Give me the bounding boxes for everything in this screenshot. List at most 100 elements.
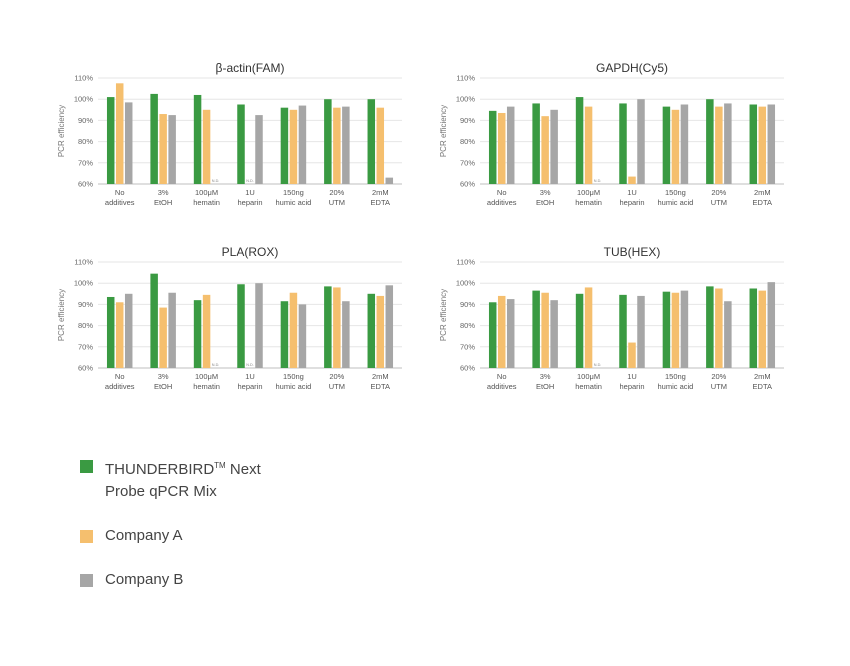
bar (488, 302, 497, 368)
bar (115, 83, 124, 184)
nd-annotation: N.D. (246, 363, 254, 367)
x-tick-label: heparin (237, 198, 262, 207)
x-tick-label: 2mM (754, 372, 771, 381)
y-tick-label: 60% (78, 180, 93, 189)
nd-annotation: N.D. (246, 179, 254, 183)
x-tick-label: additives (105, 382, 135, 391)
x-tick-label: EDTA (753, 198, 772, 207)
bar (506, 299, 515, 368)
bar (324, 99, 332, 184)
bar (202, 294, 211, 368)
x-tick-label: humic acid (275, 198, 311, 207)
x-tick-label: 100μM (195, 188, 218, 197)
bar (342, 106, 350, 184)
bar (159, 307, 167, 368)
x-tick-label: No (497, 372, 507, 381)
nd-annotation: N.D. (594, 179, 602, 183)
x-tick-label: 1U (627, 188, 637, 197)
bar (333, 107, 341, 184)
bar (767, 282, 776, 368)
x-tick-label: 20% (711, 188, 726, 197)
y-tick-label: 70% (460, 342, 475, 351)
y-axis-label: PCR efficiency (439, 289, 448, 341)
bar (298, 105, 307, 184)
legend-thunderbird-next: Next (225, 461, 261, 478)
bar (255, 115, 263, 184)
bar (619, 103, 627, 184)
y-tick-label: 60% (78, 364, 93, 373)
x-tick-label: EtOH (154, 198, 172, 207)
bar (758, 290, 767, 368)
bar (193, 300, 202, 368)
bar (758, 106, 767, 184)
bar (541, 292, 549, 368)
x-tick-label: additives (487, 382, 517, 391)
x-tick-label: UTM (329, 382, 345, 391)
bar (584, 287, 593, 368)
bar (706, 99, 714, 184)
y-tick-label: 110% (456, 74, 475, 83)
x-tick-label: 20% (329, 372, 344, 381)
bar (298, 304, 307, 368)
bar (506, 106, 515, 184)
x-tick-label: heparin (619, 198, 644, 207)
bar (367, 293, 376, 368)
chart-tub: TUB(HEX) PCR efficiency 60% 70% 80% 90% 100% 11… (439, 245, 784, 391)
bar (584, 106, 593, 184)
bar (628, 176, 636, 184)
y-tick-label: 70% (78, 342, 93, 351)
chart-beta-actin: β-actin(FAM) PCR efficiency 60% 70% 80% 90% 10… (57, 61, 402, 207)
bar (124, 102, 133, 184)
y-tick-label: 110% (456, 258, 475, 267)
bar (662, 106, 671, 184)
x-tick-label: 1U (245, 188, 255, 197)
bar (106, 97, 115, 184)
x-tick-label: 3% (158, 188, 169, 197)
y-tick-label: 60% (460, 180, 475, 189)
chart-title: GAPDH(Cy5) (596, 61, 668, 75)
y-axis-label: PCR efficiency (57, 105, 66, 157)
x-tick-label: 1U (627, 372, 637, 381)
bar (619, 294, 627, 368)
y-tick-label: 100% (74, 279, 94, 288)
y-tick-label: 90% (78, 300, 93, 309)
bar (385, 285, 394, 368)
x-tick-label: 100μM (577, 372, 600, 381)
x-tick-label: EtOH (154, 382, 172, 391)
bar (662, 291, 671, 368)
nd-annotation: N.D. (212, 179, 220, 183)
x-tick-label: 100μM (577, 188, 600, 197)
x-tick-label: humic acid (275, 382, 311, 391)
x-tick-label: 1U (245, 372, 255, 381)
x-tick-label: 3% (540, 188, 551, 197)
bar (376, 295, 385, 368)
legend-label-company-b: Company B (105, 571, 184, 588)
bar (289, 292, 298, 368)
chart-title: PLA(ROX) (222, 245, 279, 259)
legend-item-company-b: Company B (80, 569, 183, 591)
bar (532, 290, 540, 368)
bar (289, 109, 298, 184)
x-tick-label: No (115, 372, 125, 381)
bar (749, 104, 758, 184)
y-tick-label: 90% (460, 116, 475, 125)
nd-annotation: N.D. (212, 363, 220, 367)
bar (724, 103, 732, 184)
bar (749, 288, 758, 368)
bar (680, 104, 689, 184)
bar (280, 107, 289, 184)
bar (159, 114, 167, 184)
bar (715, 288, 723, 368)
x-tick-label: 20% (711, 372, 726, 381)
legend-swatch-company-b (80, 574, 93, 587)
x-tick-label: 150ng (283, 188, 304, 197)
legend-thunderbird-name: THUNDERBIRD (105, 461, 215, 478)
x-tick-label: humic acid (657, 382, 693, 391)
bar (106, 296, 115, 368)
x-tick-label: No (115, 188, 125, 197)
x-tick-label: 2mM (372, 188, 389, 197)
chart-pla: PLA(ROX) PCR efficiency 60% 70% 80% 90% 100% 11… (57, 245, 402, 391)
bar (532, 103, 540, 184)
bar (575, 293, 584, 368)
bar (575, 97, 584, 184)
